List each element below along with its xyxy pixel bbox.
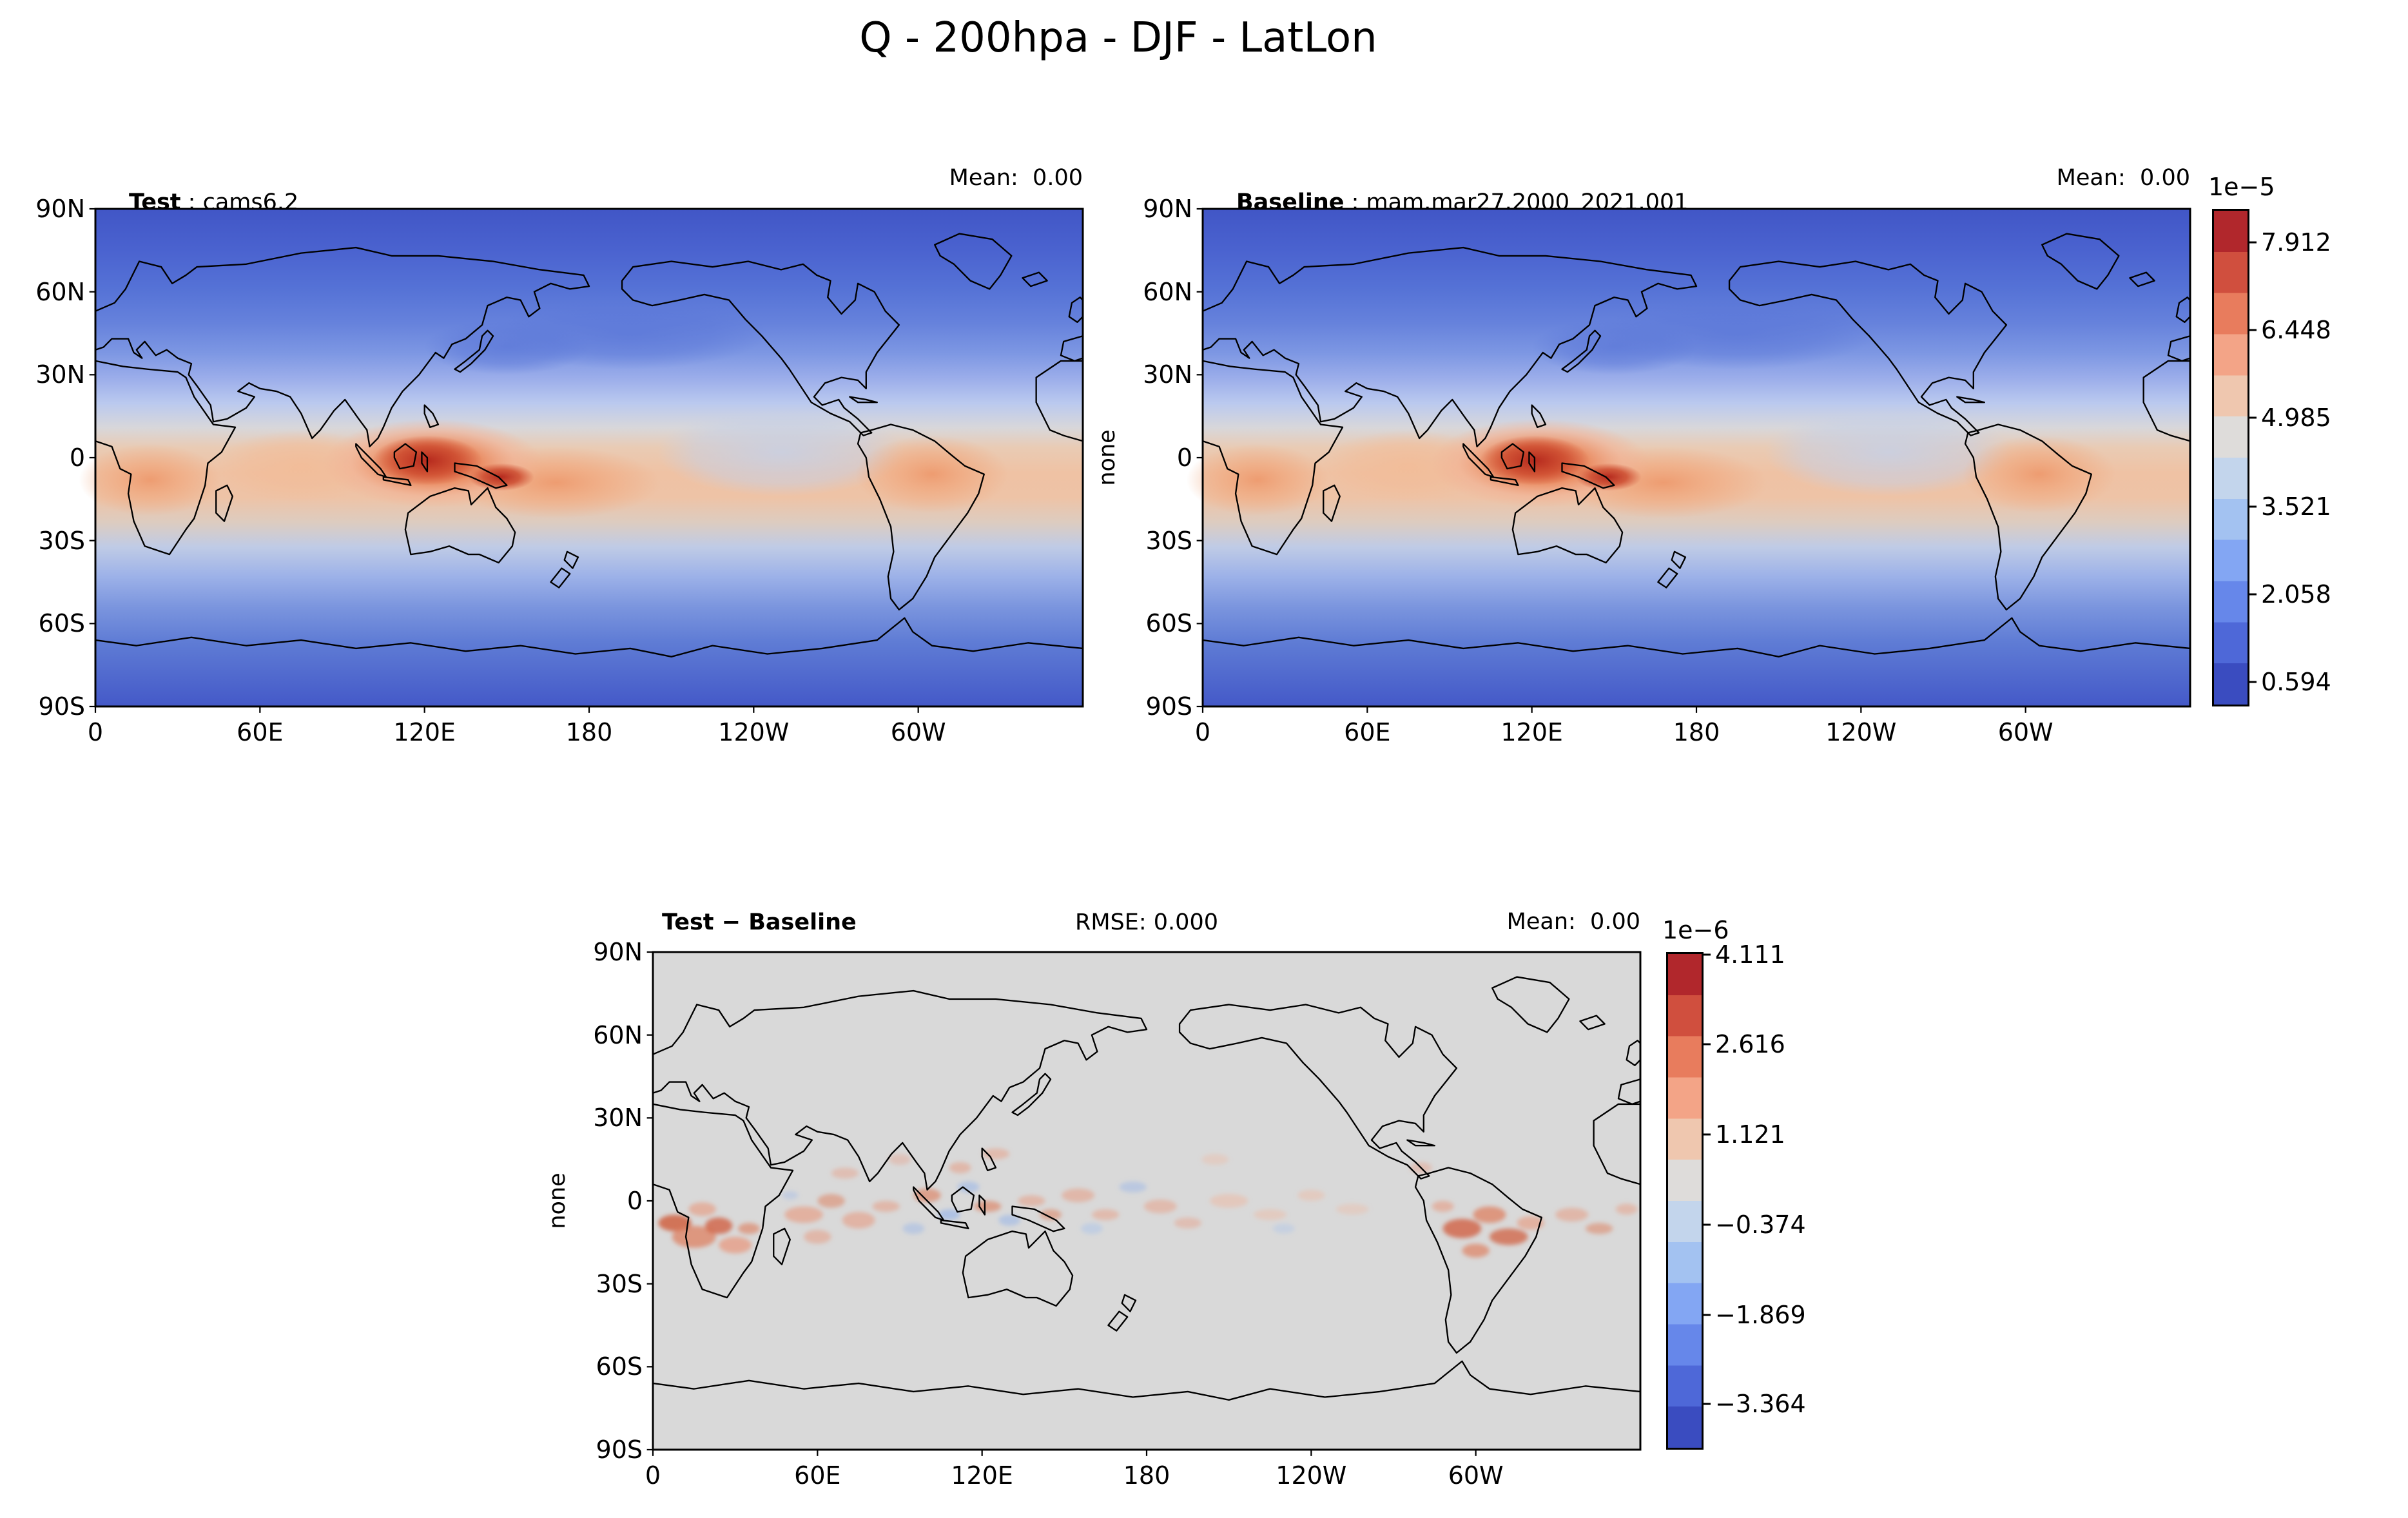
lon-tick-label: 0	[87, 718, 104, 746]
lat-tick-label: 90S	[38, 692, 85, 721]
colorbar-tick	[2249, 505, 2257, 508]
diff-rmse: RMSE: 0.000	[1075, 910, 1218, 935]
lat-tick-label: 0	[626, 1187, 643, 1215]
lat-tick-label: 60N	[1143, 277, 1192, 306]
test-contour-field	[79, 209, 1083, 706]
colorbar-tick	[2249, 681, 2257, 683]
lat-tick-label: 30N	[593, 1104, 643, 1133]
colorbar-tick	[2249, 593, 2257, 596]
lat-tick-label: 60S	[596, 1352, 643, 1381]
lat-tick-label: 30N	[1143, 360, 1192, 389]
baseline-ylabel: none	[1094, 429, 1120, 486]
lat-tick-label: 90N	[593, 938, 643, 966]
lon-tick-label: 120W	[718, 718, 790, 746]
diff-contour-field	[653, 952, 1640, 1450]
lon-tick-label: 60W	[890, 718, 946, 746]
lat-tick-label: 90S	[1145, 692, 1192, 721]
colorbar-tick-label: 3.521	[2261, 492, 2331, 521]
colorbar-tick	[2249, 241, 2257, 244]
lat-tick-label: 60S	[38, 609, 85, 638]
lat-tick-label: 60N	[593, 1020, 643, 1049]
lon-tick-label: 180	[1673, 718, 1720, 746]
colorbar-top-exponent: 1e−5	[2208, 173, 2275, 201]
lat-tick-label: 30S	[1145, 526, 1192, 555]
colorbar-tick-label: 4.985	[2261, 404, 2331, 433]
colorbar-tick-label: 6.448	[2261, 316, 2331, 345]
lon-tick-label: 120W	[1825, 718, 1897, 746]
colorbar-tick	[1704, 1043, 1711, 1046]
lon-tick-label: 60E	[237, 718, 284, 746]
baseline-contour-field	[1186, 209, 2190, 706]
test-contour-map	[79, 208, 1084, 714]
lon-tick-label: 120E	[1500, 718, 1563, 746]
lat-tick-label: 30N	[35, 360, 85, 389]
lat-tick-label: 90N	[1143, 195, 1192, 223]
figure-title: Q - 200hpa - DJF - LatLon	[859, 14, 1377, 62]
colorbar-tick-label: −0.374	[1715, 1211, 1806, 1240]
colorbar-tick-label: 2.058	[2261, 580, 2331, 609]
lat-tick-label: 30S	[596, 1269, 643, 1298]
colorbar-top-gradient	[2212, 209, 2249, 706]
lat-tick-label: 30S	[38, 526, 85, 555]
colorbar-bottom-gradient	[1666, 952, 1704, 1450]
colorbar-tick	[1704, 1223, 1711, 1226]
diff-panel-title: Test − Baseline	[662, 910, 857, 935]
colorbar-tick	[1704, 1133, 1711, 1136]
lon-tick-label: 60E	[794, 1461, 841, 1490]
colorbar-bottom: 1e−6 4.111 2.616 1.121 −0.374 −1.869 −3.…	[1662, 916, 1806, 1450]
diff-ylabel: none	[545, 1173, 570, 1229]
test-map-panel: Test : cams6.2 years: 2011-2012 Mean: 0.…	[35, 166, 1084, 746]
lat-tick-label: 0	[69, 443, 85, 472]
colorbar-top: 1e−5 7.912 6.448 4.985 3.521 2.058 0.594	[2208, 173, 2331, 706]
lat-tick-label: 60S	[1145, 609, 1192, 638]
colorbar-tick	[2249, 329, 2257, 331]
colorbar-bottom-exponent: 1e−6	[1662, 916, 1729, 944]
diff-contour-map	[646, 951, 1642, 1457]
diff-map-panel: Test − Baseline RMSE: 0.000 Mean: 0.00 M…	[545, 910, 1642, 1490]
colorbar-tick-label: 1.121	[1715, 1120, 1785, 1149]
colorbar-tick	[1704, 1403, 1711, 1405]
baseline-contour-map	[1186, 208, 2191, 714]
colorbar-tick-label: 2.616	[1715, 1029, 1785, 1058]
baseline-map-panel: Baseline : mam.mar27.2000_2021.001 years…	[1094, 166, 2191, 746]
lon-tick-label: 180	[1123, 1461, 1170, 1490]
lon-tick-label: 180	[565, 718, 613, 746]
lon-tick-label: 60E	[1344, 718, 1391, 746]
colorbar-tick-label: 7.912	[2261, 228, 2331, 257]
colorbar-tick-label: 4.111	[1715, 940, 1785, 969]
lat-tick-label: 60N	[35, 277, 85, 306]
lon-tick-label: 120E	[951, 1461, 1013, 1490]
lat-tick-label: 90N	[35, 195, 85, 223]
lat-tick-label: 90S	[596, 1435, 643, 1464]
colorbar-tick-label: −1.869	[1715, 1300, 1806, 1329]
lon-tick-label: 120W	[1276, 1461, 1347, 1490]
colorbar-tick	[2249, 416, 2257, 419]
colorbar-tick-label: 0.594	[2261, 668, 2331, 697]
lon-tick-label: 120E	[393, 718, 456, 746]
colorbar-tick	[1704, 953, 1711, 956]
lon-tick-label: 0	[1194, 718, 1211, 746]
colorbar-tick-label: −3.364	[1715, 1389, 1806, 1418]
diff-mean: Mean: 0.00	[1506, 909, 1640, 935]
lon-tick-label: 60W	[1997, 718, 2054, 746]
colorbar-tick	[1704, 1314, 1711, 1316]
lon-tick-label: 0	[645, 1461, 661, 1490]
baseline-mean: Mean: 0.00	[2056, 165, 2190, 191]
test-mean: Mean: 0.00	[949, 165, 1083, 191]
lat-tick-label: 0	[1176, 443, 1192, 472]
lon-tick-label: 60W	[1448, 1461, 1504, 1490]
